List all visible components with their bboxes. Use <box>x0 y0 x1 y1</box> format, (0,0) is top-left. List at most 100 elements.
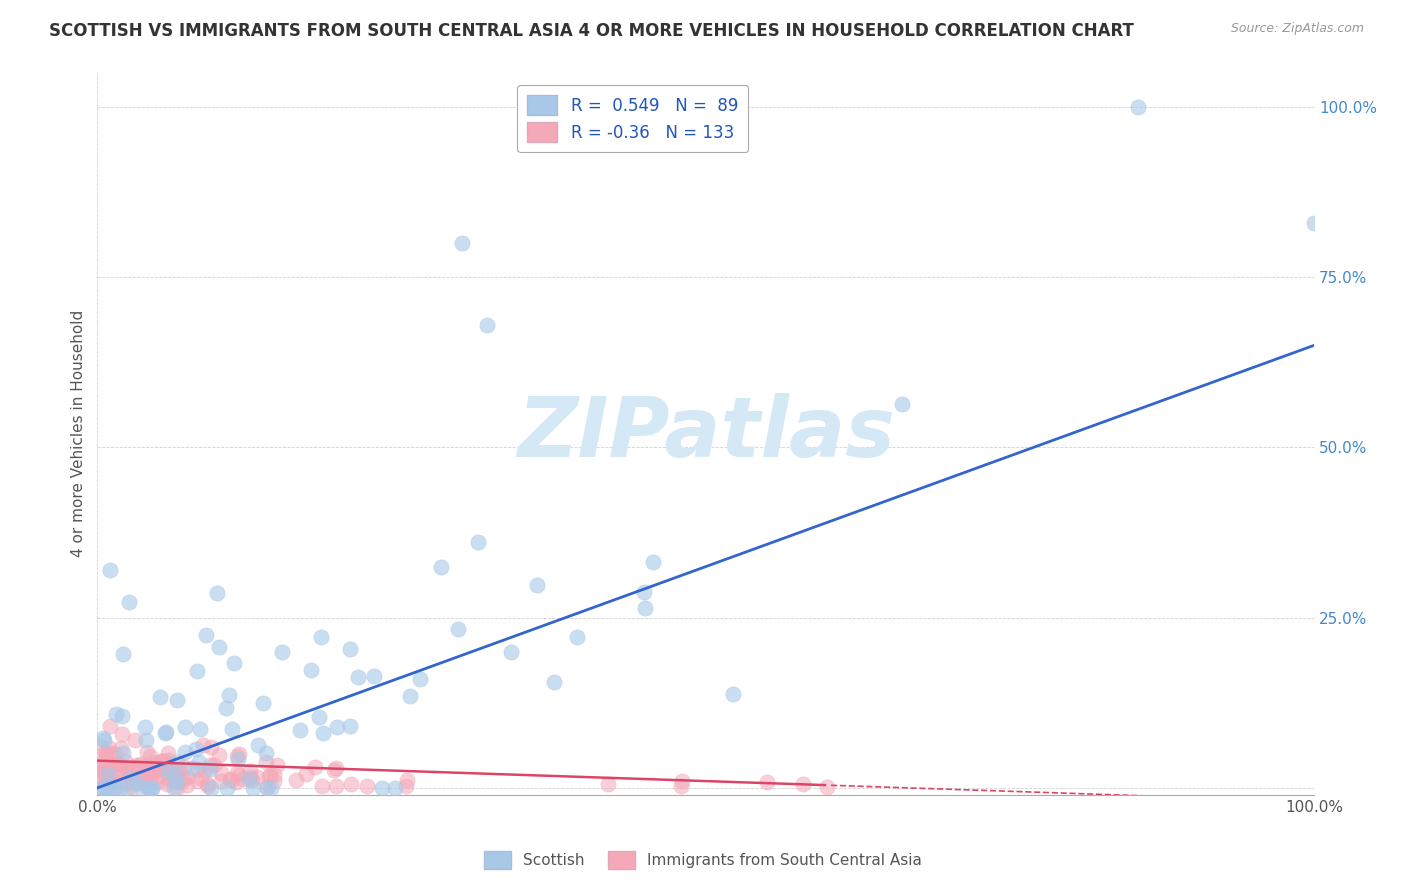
Point <box>792 777 814 791</box>
Point <box>142 761 165 775</box>
Point <box>120 780 142 795</box>
Point <box>270 645 292 659</box>
Point <box>105 780 128 795</box>
Point <box>141 780 163 795</box>
Text: ZIPatlas: ZIPatlas <box>517 393 894 475</box>
Point <box>200 763 222 777</box>
Point <box>215 700 238 714</box>
Point <box>225 775 247 789</box>
Point <box>98 563 121 577</box>
Point <box>121 759 143 773</box>
Point <box>194 628 217 642</box>
Point <box>159 763 181 777</box>
Point <box>110 740 132 755</box>
Point <box>260 780 283 795</box>
Text: SCOTTISH VS IMMIGRANTS FROM SOUTH CENTRAL ASIA 4 OR MORE VEHICLES IN HOUSEHOLD C: SCOTTISH VS IMMIGRANTS FROM SOUTH CENTRA… <box>49 22 1135 40</box>
Text: Source: ZipAtlas.com: Source: ZipAtlas.com <box>1230 22 1364 36</box>
Point <box>890 397 912 411</box>
Point <box>89 739 111 754</box>
Point <box>153 725 176 739</box>
Point <box>98 759 121 773</box>
Point <box>475 318 498 332</box>
Point <box>396 772 419 787</box>
Point <box>304 760 326 774</box>
Point <box>96 777 118 791</box>
Point <box>215 780 238 795</box>
Point <box>1303 216 1326 230</box>
Point <box>200 739 222 754</box>
Point <box>399 689 422 703</box>
Point <box>543 675 565 690</box>
Point <box>129 780 152 795</box>
Point <box>246 770 269 784</box>
Point <box>326 720 349 734</box>
Point <box>117 780 139 795</box>
Point <box>325 779 347 793</box>
Point <box>467 535 489 549</box>
Point <box>114 763 136 777</box>
Point <box>308 710 330 724</box>
Point <box>409 672 432 686</box>
Point <box>142 758 165 772</box>
Point <box>363 669 385 683</box>
Point <box>257 770 280 784</box>
Point <box>633 585 655 599</box>
Point <box>129 757 152 772</box>
Point <box>103 747 125 762</box>
Point <box>371 780 394 795</box>
Point <box>194 763 217 777</box>
Point <box>127 776 149 790</box>
Point <box>176 770 198 784</box>
Point <box>755 775 778 789</box>
Point <box>104 774 127 789</box>
Point <box>219 772 242 786</box>
Point <box>104 780 127 795</box>
Point <box>190 771 212 785</box>
Point <box>447 622 470 636</box>
Point <box>221 773 243 788</box>
Point <box>134 760 156 774</box>
Point <box>114 754 136 768</box>
Point <box>224 656 246 670</box>
Point <box>200 780 222 795</box>
Point <box>501 645 523 659</box>
Point <box>157 753 180 767</box>
Point <box>339 642 361 657</box>
Point <box>195 777 218 791</box>
Point <box>152 754 174 768</box>
Point <box>238 772 260 786</box>
Point <box>198 757 221 772</box>
Point <box>197 780 219 794</box>
Point <box>94 745 117 759</box>
Point <box>138 763 160 777</box>
Point <box>149 769 172 783</box>
Point <box>107 764 129 779</box>
Point <box>256 780 278 795</box>
Point <box>114 774 136 789</box>
Point <box>188 722 211 736</box>
Point <box>108 757 131 772</box>
Point <box>325 761 347 775</box>
Point <box>263 773 285 788</box>
Legend: Scottish, Immigrants from South Central Asia: Scottish, Immigrants from South Central … <box>478 845 928 875</box>
Point <box>239 764 262 779</box>
Point <box>145 774 167 789</box>
Point <box>111 727 134 741</box>
Point <box>176 778 198 792</box>
Point <box>134 775 156 789</box>
Point <box>254 747 277 761</box>
Point <box>395 779 418 793</box>
Point <box>205 586 228 600</box>
Point <box>155 724 177 739</box>
Point <box>165 769 187 783</box>
Point <box>218 688 240 702</box>
Point <box>120 769 142 783</box>
Point <box>112 746 135 760</box>
Point <box>138 769 160 783</box>
Point <box>156 777 179 791</box>
Point <box>149 690 172 704</box>
Point <box>97 769 120 783</box>
Point <box>641 555 664 569</box>
Point <box>254 755 277 769</box>
Point <box>105 765 128 780</box>
